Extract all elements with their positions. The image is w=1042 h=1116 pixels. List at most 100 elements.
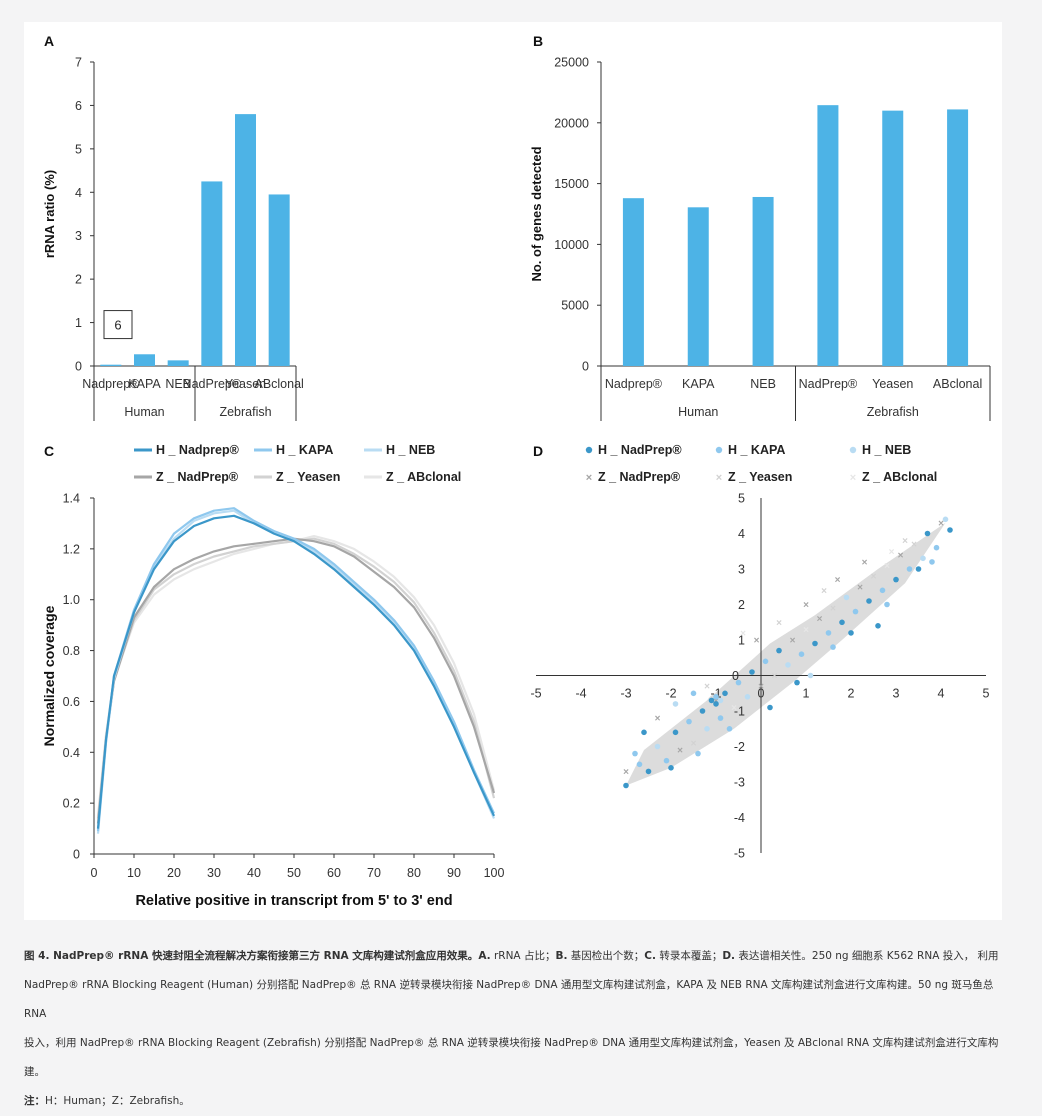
panel-D-point — [866, 598, 872, 604]
panel-D-point — [717, 715, 724, 721]
panel-D-y-tick-label: 5 — [738, 492, 745, 506]
panel-D-y-tick-label: -5 — [734, 847, 745, 861]
panel-D-x-tick-label: -1 — [710, 687, 721, 701]
panel-D-point — [722, 690, 728, 697]
panel-A-y-tick-label: 4 — [75, 186, 82, 200]
caption-d-text: 表达谱相关性。250 ng 细胞系 K562 RNA 投入， 利用 — [735, 950, 999, 962]
panel-D-legend-marker — [585, 446, 593, 454]
panel-D-point — [906, 566, 913, 572]
panel-B-y-tick-label: 5000 — [561, 299, 589, 313]
panel-D-point — [825, 630, 832, 636]
panel-D-point — [672, 729, 679, 736]
panel-D-x-tick-label: 3 — [893, 687, 900, 701]
panel-C-x-label: Relative positive in transcript from 5' … — [135, 893, 452, 909]
panel-D-point — [830, 644, 836, 650]
caption-note-text: H：Human；Z：Zebrafish。 — [45, 1095, 190, 1107]
panel-D-point-cloud — [626, 522, 946, 786]
panel-D-x-tick-label: -4 — [575, 687, 586, 701]
panel-D-point — [636, 761, 643, 768]
panel-D-point — [839, 619, 845, 626]
panel-D-legend-marker: × — [586, 472, 592, 484]
panel-A-y-tick-label: 6 — [75, 99, 82, 113]
panel-A-bar-6 — [268, 194, 290, 366]
panel-C-x-tick-label: 40 — [247, 866, 261, 880]
panel-D-point — [623, 782, 629, 789]
panel-D-x-tick-label: -2 — [665, 687, 676, 701]
panel-A-annotation-box — [103, 310, 133, 340]
panel-D-label: D — [533, 443, 543, 459]
panel-D-point — [929, 559, 935, 565]
panel-B-category-label: KAPA — [682, 377, 715, 391]
panel-D-point: × — [677, 746, 683, 757]
panel-A-category-label: NadPrep® — [183, 377, 242, 391]
panel-A-y-tick-label: 3 — [75, 229, 82, 243]
panel-B-label: B — [533, 33, 543, 49]
panel-D-point — [893, 576, 899, 583]
panel-D-legend-marker — [715, 446, 723, 454]
panel-B-category-label: NEB — [750, 377, 776, 391]
panel-D-point: × — [835, 575, 841, 586]
panel-B-bar-4 — [817, 105, 839, 366]
panel-C-x-tick-label: 20 — [167, 866, 181, 880]
panel-B-bar-6 — [947, 109, 969, 366]
panel-D-y-tick-label: -2 — [734, 740, 745, 754]
panel-D-point: × — [803, 625, 809, 636]
panel-D-x-tick-label: -5 — [530, 687, 541, 701]
panel-B-category-label: NadPrep® — [799, 377, 858, 391]
panel-C-x-tick-label: 30 — [207, 866, 221, 880]
panel-C-y-tick-label: 1.0 — [63, 593, 80, 607]
panel-C-x-tick-label: 100 — [484, 866, 505, 880]
panel-D-point — [812, 640, 818, 647]
panel-D-point: × — [830, 604, 836, 615]
panel-C-series-Z_Yeasen — [96, 537, 496, 819]
panel-A-annotation-text: 6 — [114, 318, 121, 333]
caption-d-label: D. — [722, 950, 736, 962]
panel-A-category-label: Yeasen — [225, 377, 266, 391]
panel-D-y-tick-label: 3 — [738, 563, 745, 577]
panel-A-y-tick-label: 7 — [75, 56, 82, 70]
panel-B-y-tick-label: 0 — [582, 360, 589, 374]
panel-D-point: × — [938, 518, 944, 529]
panel-D-point — [686, 718, 692, 725]
panel-C-x-tick-label: 60 — [327, 866, 341, 880]
panel-D-point — [807, 672, 814, 679]
panel-D-legend-marker — [849, 446, 857, 454]
panel-B-group-label: Zebrafish — [867, 405, 919, 419]
panel-A-bar-1 — [100, 364, 122, 366]
panel-A-category-label: Nadprep® — [82, 377, 140, 391]
panel-D-point — [785, 662, 791, 668]
panel-D-point — [699, 708, 706, 714]
panel-D-point — [762, 658, 769, 665]
panel-C-legend-label: H _ Nadprep® — [156, 443, 240, 457]
panel-C-y-tick-label: 0.4 — [63, 746, 80, 760]
panel-D-point — [924, 530, 931, 537]
panel-D-point — [915, 566, 922, 572]
panel-A-bar-4 — [201, 181, 223, 366]
panel-B-y-label: No. of genes detected — [529, 146, 544, 281]
panel-C-series-Z_ABclonal — [96, 535, 496, 817]
panel-D-point — [794, 679, 800, 686]
panel-B-bar-5 — [882, 110, 904, 366]
panel-D-point: × — [790, 636, 796, 647]
panel-C: C 0 0.2 0.4 0.6 0.8 1.0 1.2 1.4 0 10 20 30 40 50 60 70 80… — [41, 443, 504, 909]
panel-D-point — [947, 527, 953, 533]
panel-A-y-tick-label: 1 — [75, 316, 82, 330]
panel-D-point: × — [772, 671, 778, 682]
caption-line-1: 图 4. NadPrep® rRNA 快速封阻全流程解决方案衔接第三方 RNA … — [24, 942, 1014, 971]
panel-C-y-tick-label: 0.2 — [63, 797, 80, 811]
panel-B-category-label: Yeasen — [872, 377, 913, 391]
panel-D-point — [695, 750, 701, 757]
panel-D-point — [704, 726, 710, 732]
panel-D-y-tick-label: -4 — [734, 811, 745, 825]
panel-D-point: × — [691, 739, 697, 750]
panel-C-series-H_Nadprep — [96, 514, 495, 829]
panel-D-legend-label: H _ NadPrep® — [598, 443, 682, 457]
panel-C-x-tick-label: 70 — [367, 866, 381, 880]
panel-D-y-tick-label: 4 — [738, 527, 745, 541]
panel-A-group-label: Human — [124, 405, 164, 419]
panel-D-point — [798, 651, 805, 657]
panel-C-legend-label: H _ KAPA — [276, 443, 333, 457]
panel-C-legend-label: H _ NEB — [386, 443, 435, 457]
panel-D-legend-label: Z _ Yeasen — [728, 470, 792, 484]
